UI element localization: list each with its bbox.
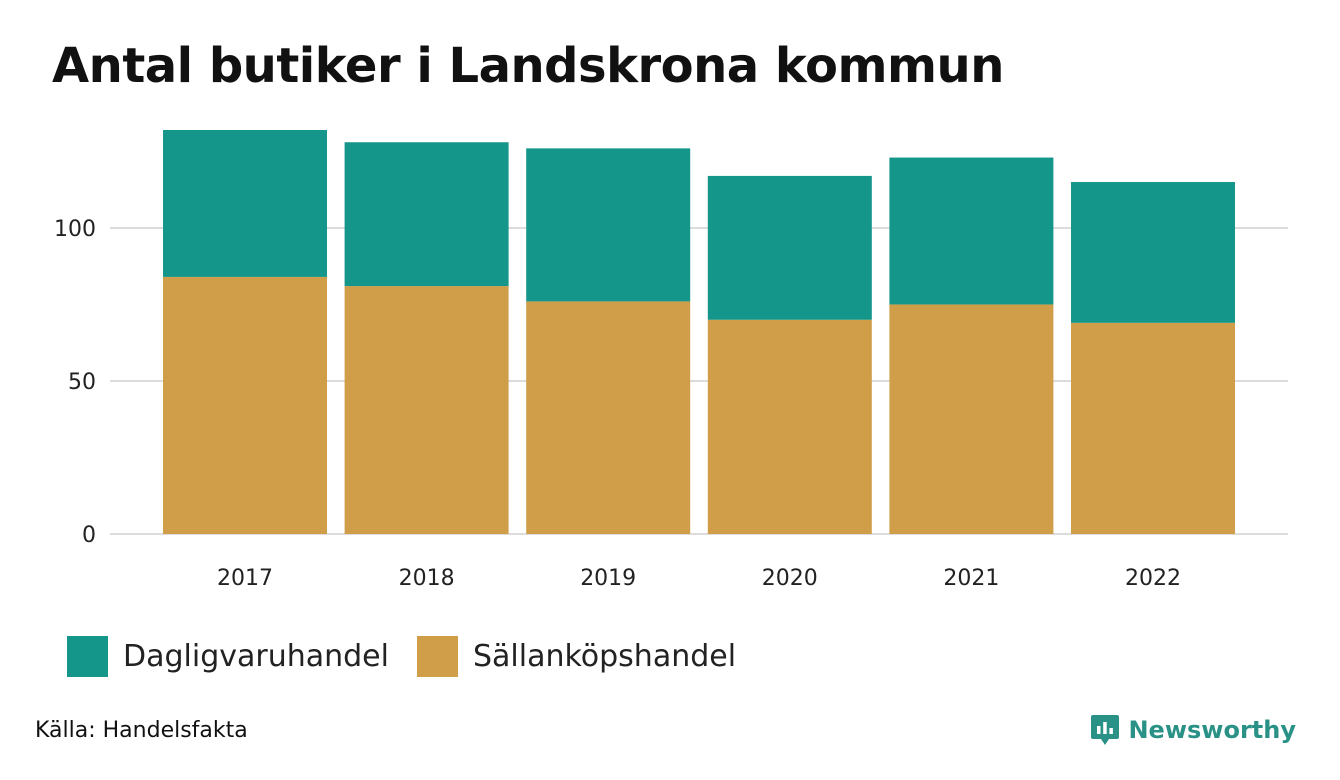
x-tick-label: 2022	[1125, 566, 1181, 591]
brand-name: Newsworthy	[1128, 716, 1296, 744]
x-tick-label: 2021	[943, 566, 999, 591]
y-axis-ticks: 0 50 100	[54, 217, 96, 548]
y-tick-label: 50	[68, 370, 96, 395]
stacked-bar-chart: 0 50 100 2017 2018 2019 2020 2021 2022	[54, 130, 1288, 591]
bar-sallankopshandel-2022	[1071, 322, 1235, 534]
bar-dagligvaruhandel-2017	[163, 130, 327, 277]
bar-sallankopshandel-2017	[163, 276, 327, 534]
bar-dagligvaruhandel-2019	[526, 148, 691, 302]
y-tick-label: 100	[54, 217, 96, 242]
bar-sallankopshandel-2018	[344, 286, 509, 534]
bars	[163, 130, 1235, 534]
x-tick-label: 2019	[580, 566, 636, 591]
x-axis-ticks: 2017 2018 2019 2020 2021 2022	[217, 566, 1181, 591]
legend-swatch-sallankopshandel	[416, 636, 458, 677]
x-tick-label: 2018	[399, 566, 455, 591]
bar-sallankopshandel-2021	[889, 304, 1054, 534]
legend-swatch-dagligvaruhandel	[67, 636, 108, 677]
y-tick-label: 0	[82, 523, 96, 548]
legend-item-dagligvaruhandel: Dagligvaruhandel	[67, 636, 389, 677]
brand-logo: Newsworthy	[1090, 713, 1296, 747]
legend-label-sallankopshandel: Sällanköpshandel	[472, 639, 737, 674]
bar-dagligvaruhandel-2021	[889, 157, 1054, 305]
bar-dagligvaruhandel-2022	[1071, 182, 1235, 323]
chart-title: Antal butiker i Landskrona kommun	[52, 38, 1004, 94]
bar-sallankopshandel-2019	[526, 301, 691, 534]
legend: Dagligvaruhandel Sällanköpshandel	[67, 636, 764, 677]
x-tick-label: 2020	[762, 566, 818, 591]
bar-dagligvaruhandel-2020	[707, 175, 872, 320]
bar-sallankopshandel-2020	[707, 319, 872, 534]
x-tick-label: 2017	[217, 566, 273, 591]
legend-label-dagligvaruhandel: Dagligvaruhandel	[123, 639, 389, 674]
newsworthy-logo-icon	[1091, 715, 1120, 745]
bar-dagligvaruhandel-2018	[344, 142, 509, 287]
legend-item-sallankopshandel: Sällanköpshandel	[416, 636, 737, 677]
source-note: Källa: Handelsfakta	[35, 718, 248, 743]
